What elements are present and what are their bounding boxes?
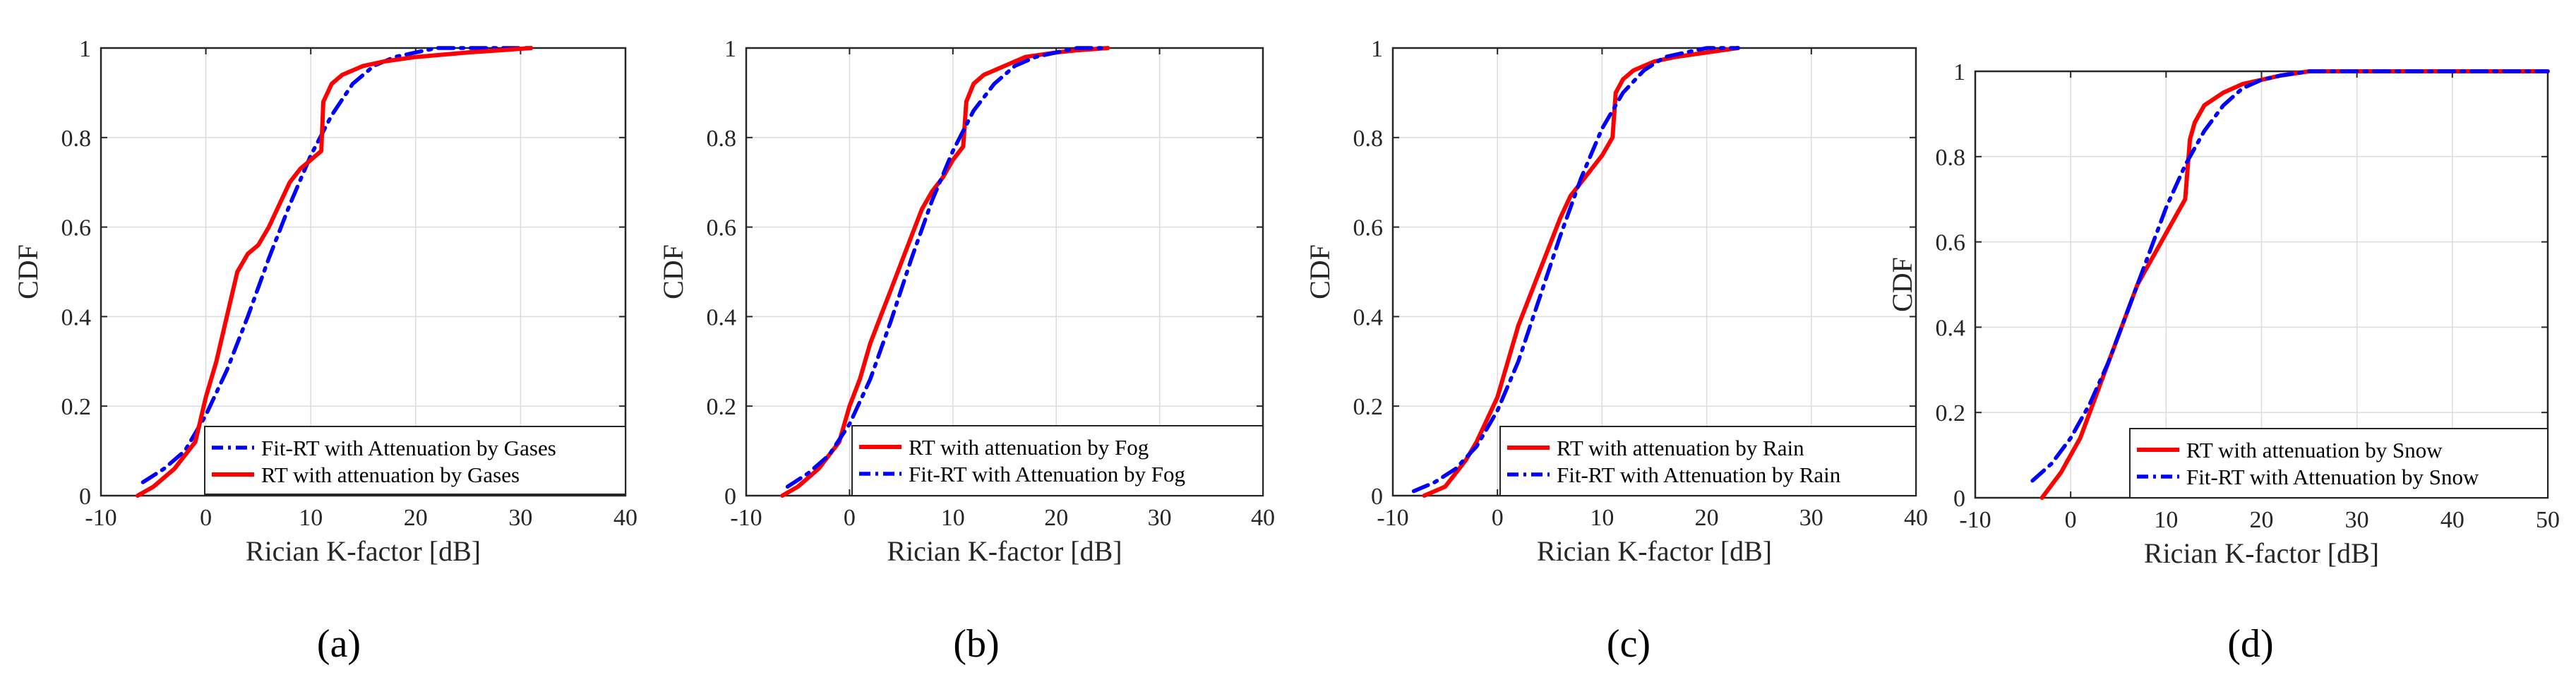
legend-label: Fit-RT with Attenuation by Snow bbox=[2186, 465, 2479, 489]
x-tick-label: -10 bbox=[730, 505, 762, 531]
x-tick-label: 0 bbox=[2065, 507, 2077, 533]
y-tick-label: 0.8 bbox=[61, 126, 92, 152]
legend: RT with attenuation by Snow Fit-RT with A… bbox=[2129, 428, 2548, 498]
x-tick-label: 10 bbox=[941, 505, 965, 531]
x-tick-label: 40 bbox=[1251, 505, 1275, 531]
legend-label: RT with attenuation by Rain bbox=[1557, 436, 1804, 460]
y-tick-label: 1 bbox=[1371, 36, 1383, 62]
x-tick-label: 40 bbox=[1904, 505, 1928, 531]
legend-label: RT with attenuation by Snow bbox=[2186, 438, 2443, 462]
x-tick-label: 30 bbox=[2345, 507, 2369, 533]
x-tick-label: 0 bbox=[1492, 505, 1504, 531]
series-line-fit-rt bbox=[1411, 46, 1740, 494]
x-tick-label: 50 bbox=[2536, 507, 2560, 533]
panel-label: (c) bbox=[1607, 622, 1651, 666]
y-tick-label: 0 bbox=[1953, 486, 1965, 512]
x-tick-label: 40 bbox=[613, 505, 637, 531]
x-tick-label: 20 bbox=[404, 505, 428, 531]
x-tick-label: 30 bbox=[1148, 505, 1172, 531]
x-tick-label: 20 bbox=[2250, 507, 2274, 533]
y-tick-label: 0.6 bbox=[1936, 230, 1966, 256]
y-tick-label: 0 bbox=[724, 484, 736, 510]
y-axis-title: CDF bbox=[1304, 244, 1336, 299]
y-tick-label: 0.2 bbox=[61, 394, 92, 420]
y-tick-label: 0.4 bbox=[707, 304, 737, 330]
x-tick-label: 20 bbox=[1695, 505, 1719, 531]
plot-area bbox=[746, 48, 1263, 496]
series-line-rt bbox=[780, 46, 1110, 498]
x-tick-label: -10 bbox=[1377, 505, 1408, 531]
y-tick-label: 0.2 bbox=[1353, 394, 1384, 420]
y-tick-label: 0.8 bbox=[707, 126, 737, 152]
y-axis-title: CDF bbox=[1886, 257, 1918, 312]
y-tick-label: 0 bbox=[79, 484, 91, 510]
x-tick-label: 10 bbox=[1590, 505, 1614, 531]
panel-label: (a) bbox=[317, 622, 361, 666]
plot-area bbox=[1393, 48, 1916, 496]
x-axis-title: Rician K-factor [dB] bbox=[246, 535, 481, 567]
x-axis-title: Rician K-factor [dB] bbox=[1537, 535, 1772, 567]
panel-label: (b) bbox=[953, 622, 999, 666]
x-axis-title: Rician K-factor [dB] bbox=[2144, 537, 2379, 569]
x-axis-title: Rician K-factor [dB] bbox=[887, 535, 1122, 567]
series-line-rt bbox=[136, 46, 534, 498]
axes-box bbox=[100, 47, 627, 497]
y-tick-label: 0.8 bbox=[1353, 126, 1384, 152]
y-tick-label: 0.2 bbox=[707, 394, 737, 420]
y-tick-label: 0.6 bbox=[707, 215, 737, 241]
x-tick-label: 10 bbox=[2154, 507, 2178, 533]
x-tick-label: -10 bbox=[1959, 507, 1991, 533]
legend-label: Fit-RT with Attenuation by Gases bbox=[261, 436, 556, 460]
y-tick-label: 0.6 bbox=[1353, 215, 1384, 241]
plot-area bbox=[101, 48, 625, 496]
y-axis-title: CDF bbox=[12, 244, 44, 299]
series-line-fit-rt bbox=[2030, 69, 2550, 483]
x-tick-label: -10 bbox=[85, 505, 116, 531]
y-tick-label: 0 bbox=[1371, 484, 1383, 510]
legend-label: Fit-RT with Attenuation by Fog bbox=[909, 462, 1185, 486]
legend-label: RT with attenuation by Gases bbox=[261, 462, 520, 487]
x-tick-label: 0 bbox=[200, 505, 212, 531]
series-line-rt bbox=[1422, 46, 1741, 498]
x-tick-label: 20 bbox=[1044, 505, 1068, 531]
x-tick-label: 30 bbox=[1799, 505, 1823, 531]
legend-box bbox=[851, 425, 1264, 496]
legend-label: Fit-RT with Attenuation by Rain bbox=[1557, 462, 1841, 487]
y-tick-label: 1 bbox=[1953, 59, 1965, 85]
x-tick-label: 40 bbox=[2440, 507, 2464, 533]
x-tick-label: 30 bbox=[508, 505, 532, 531]
y-tick-label: 1 bbox=[724, 36, 736, 62]
legend-box bbox=[1499, 426, 1917, 496]
y-tick-label: 0.4 bbox=[1936, 315, 1966, 341]
y-tick-label: 0.4 bbox=[61, 304, 92, 330]
panel-label: (d) bbox=[2227, 622, 2273, 666]
series-line-fit-rt bbox=[785, 46, 1110, 489]
y-tick-label: 0.6 bbox=[61, 215, 92, 241]
y-tick-label: 0.8 bbox=[1936, 145, 1966, 171]
x-tick-label: 0 bbox=[844, 505, 856, 531]
legend-box bbox=[2129, 428, 2548, 498]
y-tick-label: 1 bbox=[79, 36, 91, 62]
legend-box bbox=[204, 426, 626, 495]
y-axis-title: CDF bbox=[657, 244, 689, 299]
y-tick-label: 0.4 bbox=[1353, 304, 1384, 330]
y-tick-label: 0.2 bbox=[1936, 400, 1966, 426]
legend-label: RT with attenuation by Fog bbox=[909, 435, 1149, 460]
x-tick-label: 10 bbox=[299, 505, 323, 531]
